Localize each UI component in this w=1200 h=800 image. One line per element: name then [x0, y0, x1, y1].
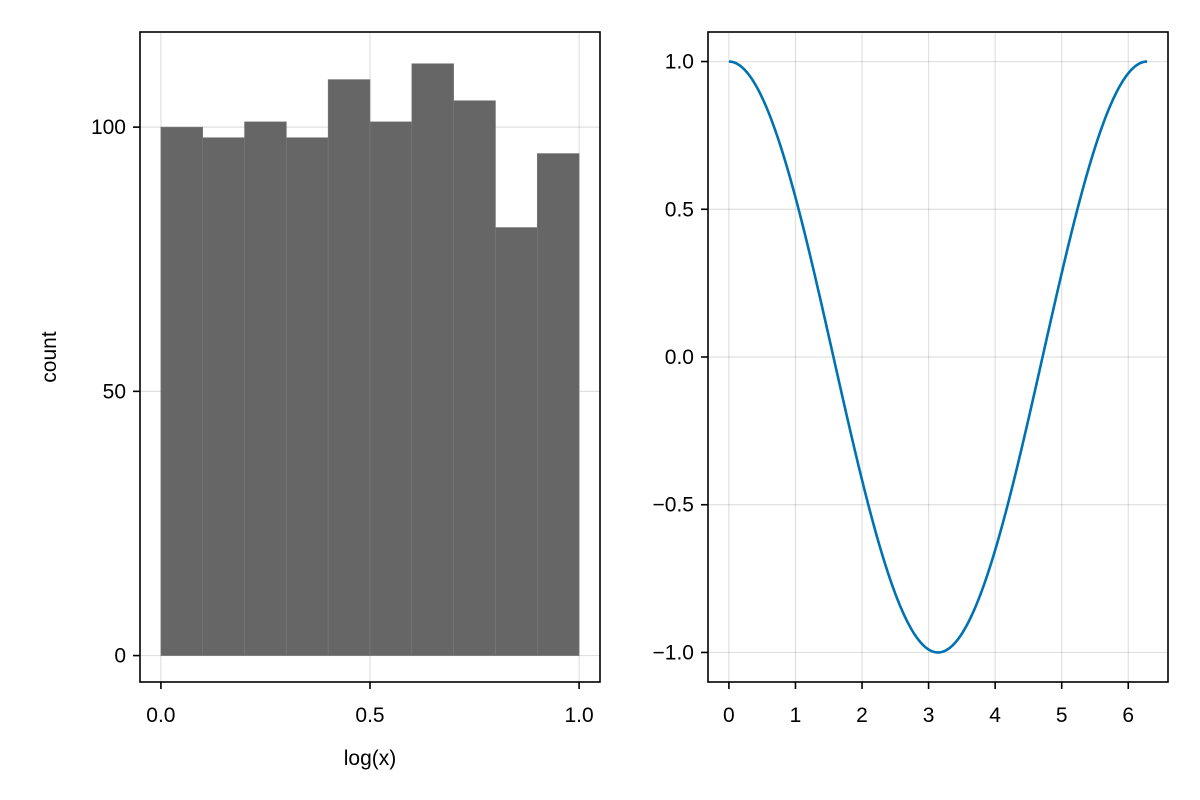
line-y-tick-label: 0.0 [665, 346, 694, 369]
line-x-tick-label: 6 [1122, 704, 1134, 727]
histogram-x-tick-label: 0.5 [355, 704, 384, 727]
line-y-tick-label: 0.5 [665, 198, 694, 221]
histogram-ticks: 0.0 0.5 1.0 0 50 100 [91, 116, 594, 727]
histogram-bar-8 [495, 227, 538, 656]
histogram-bar-3 [286, 137, 329, 656]
histogram-y-tick-label: 50 [103, 380, 126, 403]
histogram-bar-4 [327, 79, 371, 656]
histogram-x-axis-label: log(x) [344, 747, 397, 770]
line-x-tick-label: 0 [723, 704, 735, 727]
line-y-tick-label: 1.0 [665, 51, 694, 74]
line-x-tick-label: 2 [856, 704, 868, 727]
histogram-x-tick-label: 0.0 [146, 704, 175, 727]
histogram-x-tick-label: 1.0 [564, 704, 593, 727]
histogram-bar-2 [244, 121, 287, 656]
histogram-panel: 0.0 0.5 1.0 0 50 100 log(x) count [38, 31, 601, 770]
histogram-bar-6 [411, 63, 454, 656]
line-x-tick-label: 3 [923, 704, 935, 727]
histogram-bar-7 [453, 100, 496, 656]
histogram-y-tick-label: 100 [91, 116, 126, 139]
histogram-bar-1 [202, 137, 245, 656]
histogram-y-axis-label: count [38, 331, 61, 383]
histogram-bar-5 [369, 121, 413, 656]
histogram-bar-9 [536, 153, 580, 656]
line-x-tick-label: 5 [1056, 704, 1068, 727]
cosine-line [728, 60, 1148, 654]
line-x-tick-label: 4 [989, 704, 1001, 727]
line-y-tick-label: −0.5 [653, 494, 694, 517]
line-ticks: 0 1 2 3 4 5 6 −1.0 −0.5 0.0 0.5 1.0 [653, 51, 1135, 727]
line-x-tick-label: 1 [790, 704, 802, 727]
line-grid [708, 32, 1168, 682]
histogram-y-tick-label: 0 [114, 645, 126, 668]
histogram-bars [160, 63, 580, 656]
line-y-tick-label: −1.0 [653, 641, 694, 664]
histogram-bar-0 [160, 126, 204, 656]
line-panel: 0 1 2 3 4 5 6 −1.0 −0.5 0.0 0.5 1.0 [653, 31, 1169, 727]
